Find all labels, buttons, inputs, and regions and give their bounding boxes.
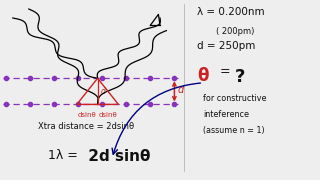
Text: θ: θ (197, 67, 208, 85)
Text: =: = (219, 65, 230, 78)
Text: ( 200pm): ( 200pm) (216, 27, 254, 36)
Text: (assume n = 1): (assume n = 1) (203, 126, 265, 135)
Text: d = 250pm: d = 250pm (197, 41, 255, 51)
Text: λ = 0.200nm: λ = 0.200nm (197, 7, 264, 17)
Text: dsinθ: dsinθ (99, 112, 117, 118)
Text: 1λ =: 1λ = (48, 149, 82, 162)
Text: d: d (178, 85, 184, 94)
Text: ?: ? (235, 68, 245, 86)
Text: Xtra distance = 2dsinθ: Xtra distance = 2dsinθ (38, 122, 134, 131)
Text: for constructive: for constructive (203, 94, 267, 103)
Text: 2d sinθ: 2d sinθ (83, 149, 151, 164)
Text: d: d (100, 87, 105, 96)
Text: inteference: inteference (203, 110, 249, 119)
Text: dsinθ: dsinθ (78, 112, 97, 118)
